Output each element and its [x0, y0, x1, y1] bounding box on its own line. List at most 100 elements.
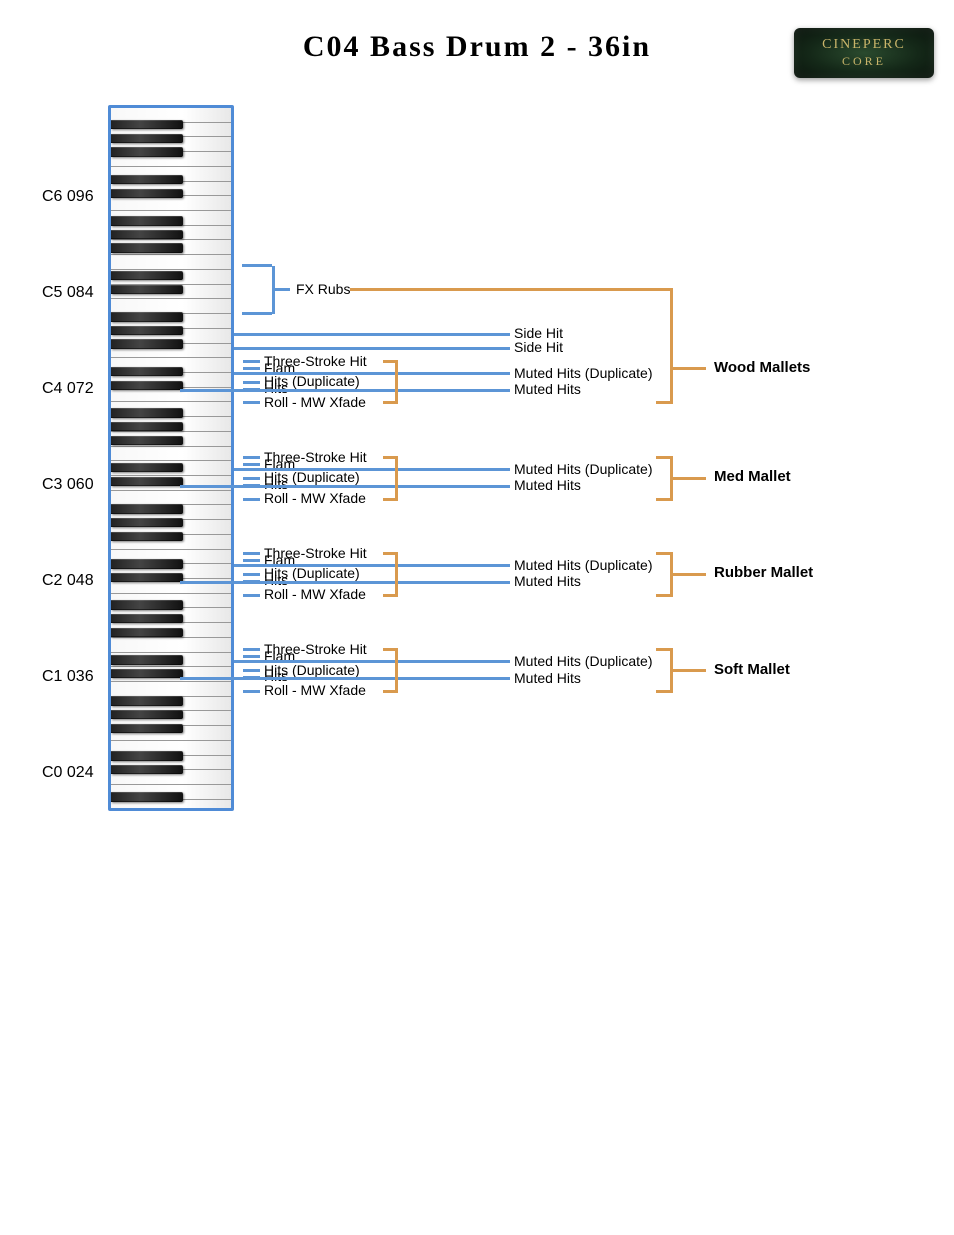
key-line — [243, 456, 260, 459]
white-key — [111, 255, 231, 270]
key-line — [234, 660, 510, 663]
piano-keyboard — [108, 105, 234, 811]
black-key — [111, 532, 183, 542]
black-key — [111, 367, 183, 377]
inner-bracket-vertical — [395, 648, 398, 692]
key-label: Muted Hits — [514, 573, 581, 589]
group-label: Med Mallet — [714, 468, 791, 485]
group-bracket-arm — [656, 498, 670, 501]
octave-label: C2 048 — [42, 572, 94, 590]
black-key — [111, 655, 183, 665]
fx-bracket-stub — [272, 288, 290, 291]
black-key — [111, 189, 183, 199]
key-line — [234, 372, 510, 375]
black-key — [111, 504, 183, 514]
group-bracket-vertical — [670, 288, 673, 404]
key-line — [243, 580, 260, 583]
inner-bracket-vertical — [395, 456, 398, 500]
fx-rubs-label: FX Rubs — [296, 281, 350, 297]
octave-label: C1 036 — [42, 668, 94, 686]
black-key — [111, 339, 183, 349]
black-key — [111, 477, 183, 487]
black-key — [111, 751, 183, 761]
key-line — [243, 401, 260, 404]
inner-bracket-arm — [383, 456, 395, 459]
black-key — [111, 175, 183, 185]
black-key — [111, 326, 183, 336]
black-key — [111, 271, 183, 281]
group-bracket-arm — [656, 648, 670, 651]
black-key — [111, 216, 183, 226]
key-label: Roll - MW Xfade — [264, 394, 366, 410]
inner-bracket-arm — [383, 552, 395, 555]
group-label-line — [670, 477, 706, 480]
key-line — [243, 477, 260, 480]
black-key — [111, 696, 183, 706]
key-line — [243, 669, 260, 672]
inner-bracket-vertical — [395, 552, 398, 596]
black-key — [111, 463, 183, 473]
white-key — [111, 447, 231, 462]
black-key — [111, 436, 183, 446]
octave-label: C4 072 — [42, 380, 94, 398]
black-key — [111, 243, 183, 253]
product-logo: CINEPERC CORE — [794, 28, 934, 78]
octave-label: C5 084 — [42, 284, 94, 302]
key-line — [234, 347, 510, 350]
key-label: Roll - MW Xfade — [264, 586, 366, 602]
group-bracket-arm — [656, 552, 670, 555]
black-key — [111, 724, 183, 734]
key-line — [243, 381, 260, 384]
logo-line2: CORE — [794, 55, 934, 68]
white-key — [111, 682, 231, 697]
inner-bracket-arm — [383, 401, 395, 404]
group-label-line — [670, 367, 706, 370]
key-label: Muted Hits — [514, 381, 581, 397]
key-line — [243, 552, 260, 555]
black-key — [111, 765, 183, 775]
group-bracket-arm — [656, 690, 670, 693]
inner-bracket-arm — [383, 498, 395, 501]
black-key — [111, 710, 183, 720]
key-label: Muted Hits (Duplicate) — [514, 461, 653, 477]
key-label: Muted Hits — [514, 477, 581, 493]
inner-bracket-arm — [383, 690, 395, 693]
inner-bracket-vertical — [395, 360, 398, 404]
black-key — [111, 285, 183, 295]
black-key — [111, 312, 183, 322]
black-key — [111, 628, 183, 638]
octave-label: C3 060 — [42, 476, 94, 494]
group-label: Wood Mallets — [714, 359, 810, 376]
black-key — [111, 573, 183, 583]
black-key — [111, 559, 183, 569]
group-bracket-arm — [656, 288, 670, 291]
key-label: Muted Hits (Duplicate) — [514, 653, 653, 669]
key-line — [243, 648, 260, 651]
group-bracket-arm — [656, 401, 670, 404]
key-line — [243, 498, 260, 501]
group-label-line — [670, 573, 706, 576]
inner-bracket-arm — [383, 594, 395, 597]
key-label: Muted Hits (Duplicate) — [514, 557, 653, 573]
black-key — [111, 408, 183, 418]
black-key — [111, 134, 183, 144]
key-line — [180, 485, 510, 488]
key-line — [243, 559, 260, 562]
black-key — [111, 422, 183, 432]
key-line — [243, 463, 260, 466]
black-key — [111, 518, 183, 528]
key-line — [243, 360, 260, 363]
black-key — [111, 230, 183, 240]
key-line — [243, 573, 260, 576]
title-text: C04 Bass Drum 2 - 36in — [303, 30, 651, 63]
key-line — [243, 655, 260, 658]
key-line — [234, 333, 510, 336]
fx-rubs-group-line — [350, 288, 670, 291]
key-line — [243, 676, 260, 679]
black-key — [111, 120, 183, 130]
key-label: Side Hit — [514, 339, 563, 355]
group-bracket-arm — [656, 456, 670, 459]
key-line — [243, 484, 260, 487]
white-key — [111, 638, 231, 653]
black-key — [111, 381, 183, 391]
